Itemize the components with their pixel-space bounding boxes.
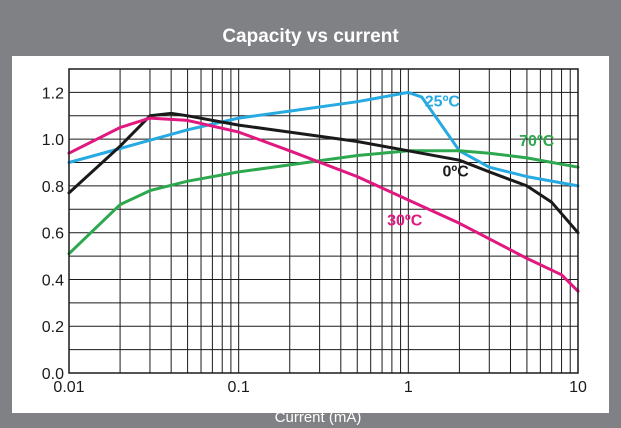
series-line-0 [67, 90, 580, 188]
x-tick-label: 0.1 [228, 379, 250, 396]
chart-title: Capacity vs current [222, 26, 399, 47]
series-label-0: 25ºC [425, 93, 461, 110]
series-line-2 [67, 111, 580, 235]
x-tick-label: 0.01 [53, 379, 84, 396]
series-label-2: 0ºC [442, 164, 469, 181]
grid [69, 69, 578, 373]
y-tick-label: 0.6 [42, 226, 64, 243]
x-tick-label: 10 [569, 379, 587, 396]
y-tick-label: 0.0 [42, 366, 64, 383]
series-label-1: 70ºC [519, 133, 555, 150]
series-label-3: 30ºC [387, 213, 423, 230]
y-axis-title: Capacity (Ah) [12, 184, 29, 275]
series-line-3 [67, 116, 580, 293]
y-tick-label: 1.0 [42, 132, 64, 149]
series-labels: 25ºC 70ºC 0ºC 30ºC [387, 93, 555, 229]
x-tick-label: 1 [404, 379, 413, 396]
y-tick-label: 0.4 [42, 272, 64, 289]
x-axis-title: Current (mA) [275, 409, 362, 426]
tick-labels: 0.01 0.1 1 10 0.0 0.2 0.4 0.6 0.8 1.0 1.2 [42, 85, 587, 396]
plot-border [68, 68, 579, 374]
y-tick-label: 0.8 [42, 179, 64, 196]
series-line-1 [67, 149, 580, 256]
series-lines [67, 90, 580, 293]
y-tick-label: 0.2 [42, 319, 64, 336]
y-tick-label: 1.2 [42, 85, 64, 102]
